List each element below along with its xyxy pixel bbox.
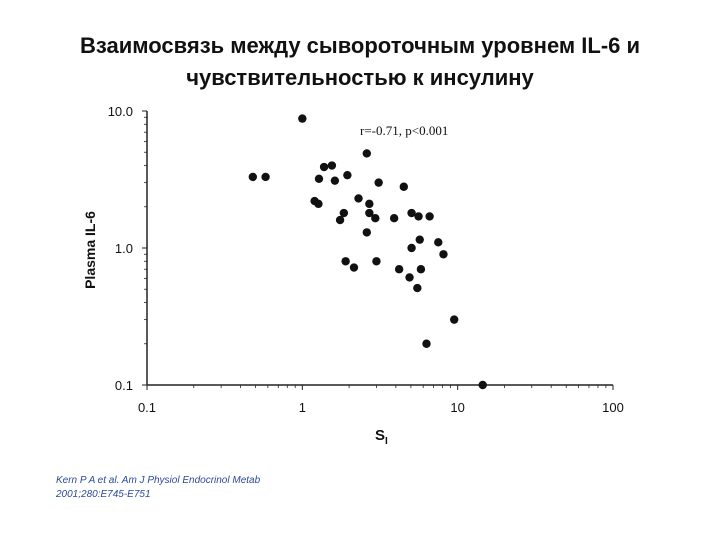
y-axis-label: Plasma IL-6 <box>82 211 98 289</box>
data-point <box>365 208 374 218</box>
data-point <box>341 257 350 266</box>
data-point <box>450 315 459 324</box>
data-point <box>362 228 371 237</box>
citation-line-2: 2001;280:E745-E751 <box>56 489 151 500</box>
x-tick-label: 10 <box>450 400 464 415</box>
data-point <box>372 257 381 266</box>
data-point <box>478 380 487 390</box>
data-point <box>314 174 324 183</box>
data-point <box>343 170 352 180</box>
chart-points <box>248 114 487 390</box>
chart-ticks: 0.1 1 10 100 0.1 1.0 10.0 <box>108 104 624 415</box>
data-point <box>330 176 340 185</box>
data-point <box>365 199 374 209</box>
data-point <box>298 114 307 123</box>
slide-title-line-2: чувствительностью к инсулину <box>186 65 534 90</box>
x-axis-label-main: S <box>375 427 385 444</box>
y-tick-label: 0.1 <box>115 378 133 393</box>
slide-title-line-1: Взаимосвязь между сывороточным уровнем I… <box>79 33 641 58</box>
x-axis-label: SI <box>375 427 388 447</box>
data-point <box>314 199 323 209</box>
data-point <box>415 235 424 244</box>
data-point <box>389 214 399 223</box>
y-tick-label: 1.0 <box>115 241 133 256</box>
data-point <box>335 215 345 225</box>
data-point <box>405 273 414 282</box>
data-point <box>399 182 408 191</box>
data-point <box>407 208 416 218</box>
data-point <box>425 212 434 221</box>
data-point <box>439 250 448 259</box>
x-tick-label: 0.1 <box>138 400 156 415</box>
data-point <box>413 283 422 293</box>
x-tick-label: 1 <box>299 400 306 415</box>
data-point <box>414 212 423 221</box>
data-point <box>319 162 329 172</box>
citation: Kern P A et al. Am J Physiol Endocrinol … <box>56 474 260 502</box>
data-point <box>362 149 371 158</box>
data-point <box>374 178 383 187</box>
chart-axes <box>146 111 613 386</box>
data-point <box>394 265 404 274</box>
data-point <box>349 263 359 272</box>
x-axis-label-subscript: I <box>385 436 388 447</box>
data-point <box>327 161 337 170</box>
y-tick-label: 10.0 <box>108 104 133 119</box>
data-point <box>354 194 363 203</box>
slide-title: Взаимосвязь между сывороточным уровнем I… <box>0 30 720 94</box>
citation-line-1: Kern P A et al. Am J Physiol Endocrinol … <box>56 475 261 486</box>
correlation-annotation: r=-0.71, p<0.001 <box>360 123 448 138</box>
data-point <box>248 172 258 182</box>
data-point <box>422 339 431 348</box>
data-point <box>261 172 270 182</box>
x-tick-label: 100 <box>602 400 624 415</box>
data-point <box>407 243 416 253</box>
data-point <box>371 214 380 223</box>
data-point <box>416 265 426 274</box>
data-point <box>339 208 349 218</box>
data-point <box>434 238 443 247</box>
